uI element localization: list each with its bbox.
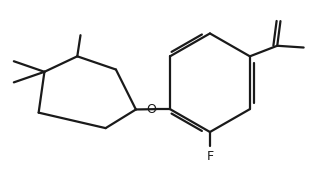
Text: O: O xyxy=(146,103,156,116)
Text: F: F xyxy=(206,150,213,164)
